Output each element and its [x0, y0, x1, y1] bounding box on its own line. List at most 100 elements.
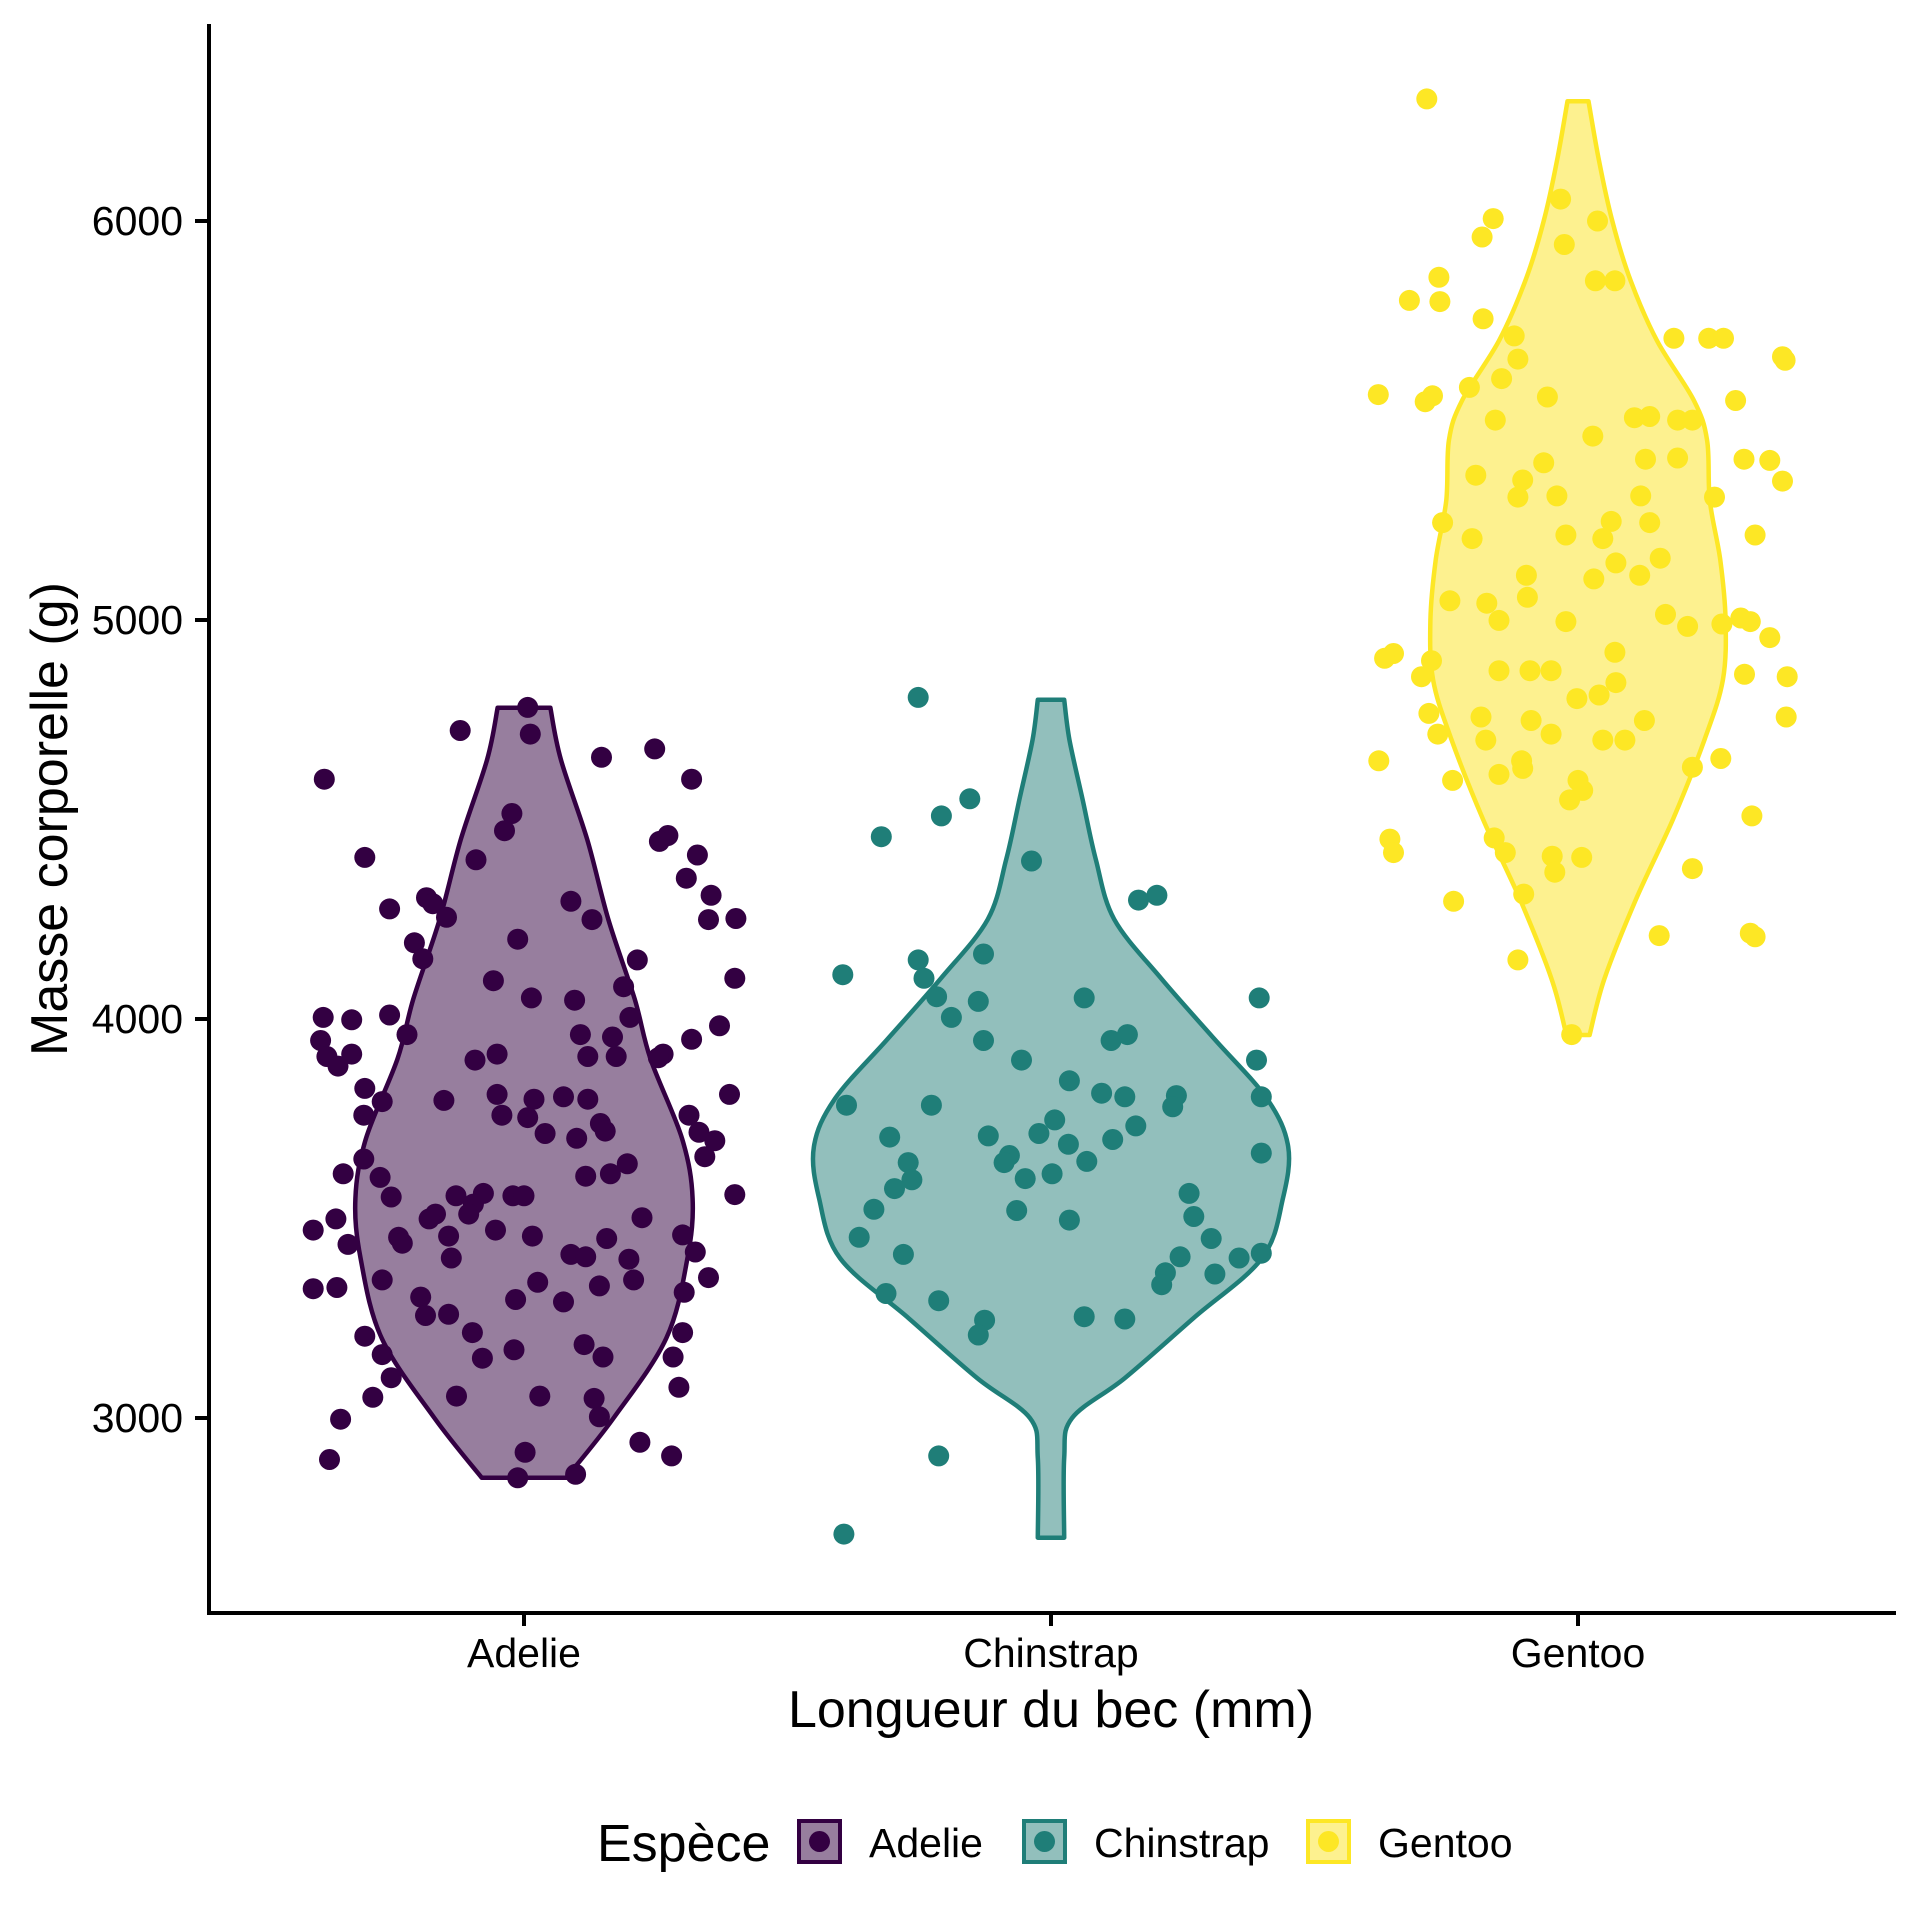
- point-chinstrap: [1204, 1263, 1226, 1285]
- point-adelie: [520, 987, 542, 1009]
- point-gentoo: [1484, 409, 1506, 431]
- point-adelie: [565, 1463, 587, 1485]
- y-tick-label: 6000: [92, 198, 183, 244]
- point-gentoo: [1587, 210, 1608, 232]
- point-adelie: [668, 1376, 690, 1398]
- point-adelie: [485, 1219, 506, 1241]
- point-chinstrap: [1250, 1086, 1272, 1108]
- point-chinstrap: [848, 1226, 870, 1248]
- point-gentoo: [1488, 660, 1510, 682]
- point-adelie: [471, 1347, 493, 1369]
- point-chinstrap: [1091, 1082, 1113, 1104]
- point-gentoo: [1553, 234, 1575, 255]
- point-adelie: [629, 1431, 651, 1453]
- point-chinstrap: [1041, 1163, 1063, 1185]
- point-adelie: [534, 1123, 556, 1144]
- point-adelie: [577, 1046, 599, 1067]
- point-gentoo: [1536, 386, 1558, 408]
- point-chinstrap: [1116, 1024, 1138, 1046]
- point-adelie: [313, 768, 335, 790]
- point-adelie: [433, 1089, 455, 1111]
- point-gentoo: [1491, 368, 1513, 390]
- point-gentoo: [1681, 409, 1703, 431]
- point-chinstrap: [1044, 1109, 1066, 1131]
- point-adelie: [379, 898, 401, 920]
- legend-key-point-adelie: [809, 1831, 830, 1852]
- point-chinstrap: [1102, 1129, 1124, 1150]
- point-chinstrap: [1248, 987, 1270, 1009]
- point-adelie: [436, 906, 457, 928]
- point-adelie: [688, 1121, 710, 1143]
- point-adelie: [503, 1339, 525, 1361]
- point-gentoo: [1512, 469, 1534, 491]
- point-gentoo: [1711, 613, 1733, 635]
- point-gentoo: [1583, 568, 1605, 590]
- point-gentoo: [1368, 750, 1390, 772]
- point-chinstrap: [926, 986, 948, 1008]
- legend-key-point-chinstrap: [1034, 1831, 1055, 1852]
- point-adelie: [673, 1281, 695, 1303]
- point-gentoo: [1432, 512, 1454, 534]
- point-gentoo: [1605, 672, 1627, 694]
- point-chinstrap: [959, 788, 981, 810]
- point-gentoo: [1744, 524, 1766, 546]
- point-gentoo: [1458, 376, 1480, 398]
- point-adelie: [647, 1047, 669, 1069]
- point-adelie: [438, 1303, 460, 1325]
- y-tick-label: 4000: [92, 996, 183, 1042]
- point-adelie: [491, 1104, 513, 1126]
- point-chinstrap: [1057, 1133, 1079, 1155]
- point-gentoo: [1540, 723, 1562, 745]
- point-chinstrap: [1058, 1070, 1080, 1092]
- point-gentoo: [1559, 789, 1581, 811]
- point-gentoo: [1488, 609, 1510, 631]
- point-adelie: [599, 1163, 621, 1185]
- point-adelie: [566, 1127, 588, 1149]
- point-chinstrap: [1146, 884, 1168, 906]
- point-adelie: [482, 970, 504, 992]
- point-gentoo: [1629, 564, 1651, 586]
- point-adelie: [662, 1346, 684, 1368]
- point-adelie: [326, 1277, 348, 1298]
- point-gentoo: [1427, 723, 1449, 745]
- point-adelie: [709, 1015, 730, 1037]
- point-chinstrap: [1014, 1168, 1036, 1190]
- point-adelie: [704, 1130, 726, 1152]
- point-adelie: [588, 1406, 610, 1428]
- x-tick-label-adelie: Adelie: [467, 1630, 581, 1676]
- point-adelie: [396, 1024, 418, 1046]
- point-chinstrap: [832, 964, 854, 986]
- point-adelie: [519, 723, 541, 745]
- point-adelie: [626, 949, 648, 971]
- point-adelie: [403, 932, 425, 954]
- point-adelie: [341, 1009, 363, 1031]
- point-adelie: [486, 1083, 508, 1105]
- point-chinstrap: [1073, 1306, 1095, 1328]
- point-gentoo: [1713, 327, 1734, 349]
- point-adelie: [523, 1088, 545, 1110]
- point-gentoo: [1592, 729, 1614, 751]
- point-gentoo: [1540, 660, 1562, 682]
- point-adelie: [581, 909, 603, 931]
- point-adelie: [678, 1104, 700, 1126]
- point-adelie: [577, 1088, 599, 1110]
- point-gentoo: [1503, 325, 1525, 347]
- point-adelie: [631, 1207, 653, 1229]
- point-adelie: [465, 849, 487, 871]
- point-gentoo: [1600, 510, 1622, 532]
- point-chinstrap: [907, 949, 929, 971]
- x-tick-label-gentoo: Gentoo: [1511, 1630, 1646, 1676]
- point-gentoo: [1520, 710, 1542, 731]
- point-chinstrap: [863, 1198, 885, 1220]
- point-gentoo: [1494, 842, 1516, 864]
- point-chinstrap: [920, 1094, 942, 1116]
- points-layer: [302, 88, 1798, 1545]
- point-chinstrap: [892, 1243, 914, 1265]
- point-adelie: [501, 803, 523, 824]
- point-adelie: [415, 1305, 436, 1326]
- point-adelie: [310, 1030, 332, 1051]
- point-adelie: [507, 1467, 529, 1489]
- point-adelie: [583, 1387, 605, 1409]
- point-adelie: [588, 1275, 610, 1297]
- point-gentoo: [1411, 666, 1432, 688]
